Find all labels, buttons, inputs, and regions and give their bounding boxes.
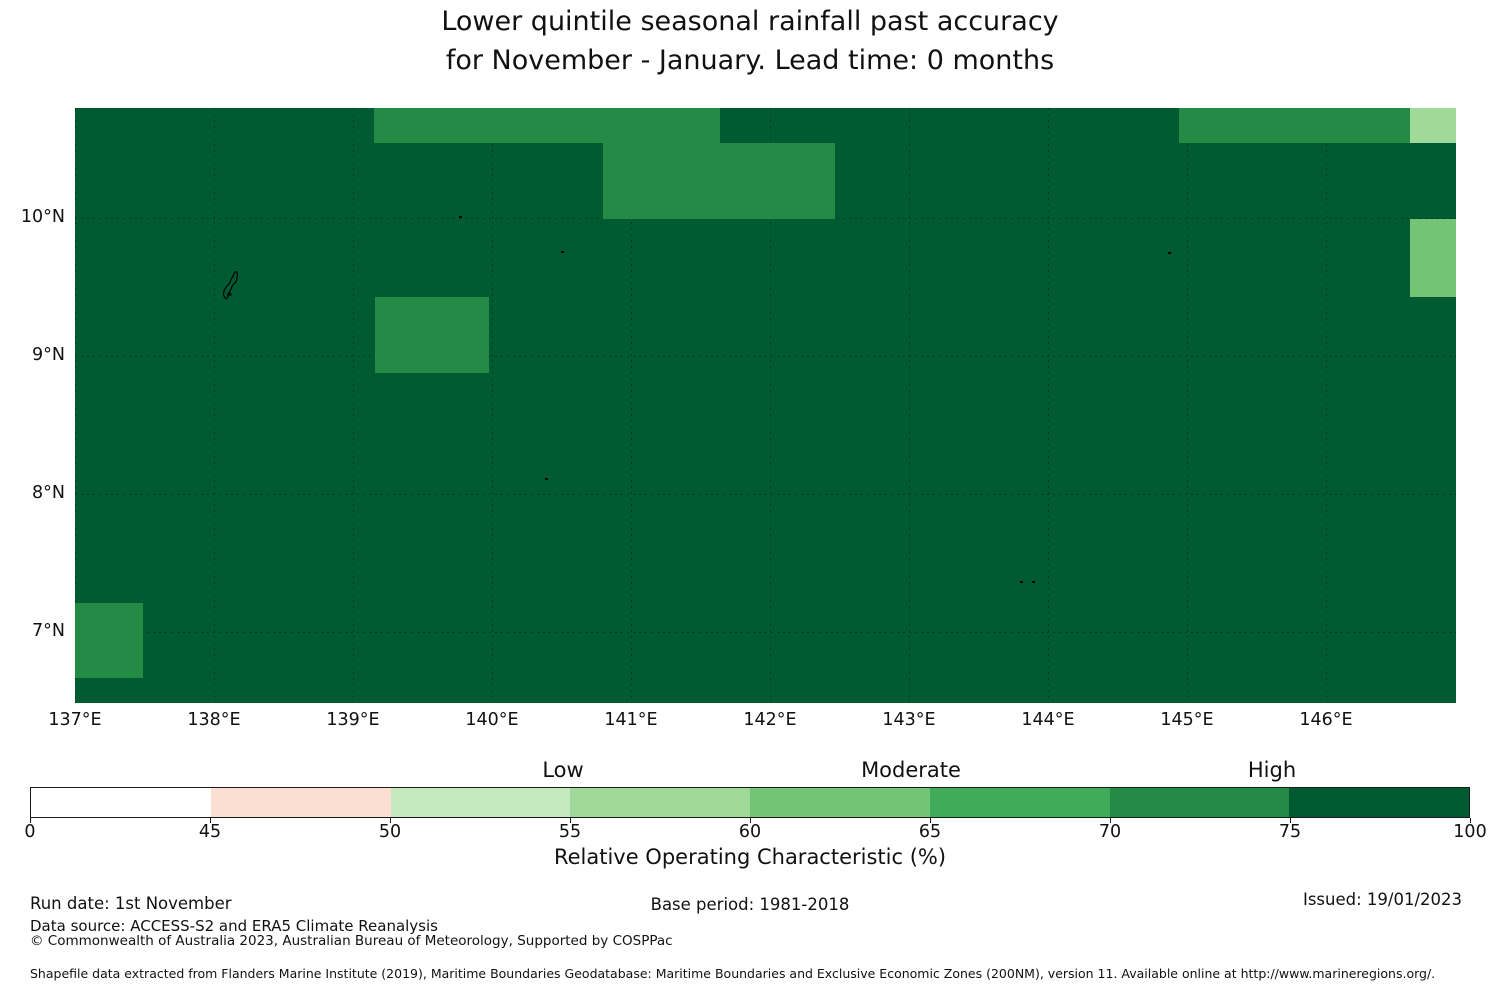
x-tick-label: 141°E (604, 710, 658, 730)
colorbar-axis-label: Relative Operating Characteristic (%) (553, 845, 947, 869)
x-tick-label: 143°E (882, 710, 936, 730)
colorbar-segment-65-70 (929, 788, 1110, 817)
colorbar-tickmark (1290, 818, 1292, 823)
shapefile-credit-text: Shapefile data extracted from Flanders M… (30, 966, 1436, 981)
x-tick-label: 142°E (743, 710, 797, 730)
chart-title-line1: Lower quintile seasonal rainfall past ac… (441, 6, 1059, 37)
colorbar-tickmark (1470, 818, 1472, 823)
colorbar-tick-label: 60 (738, 822, 762, 842)
graticule-meridian (75, 108, 76, 703)
colorbar-segment-45-50 (210, 788, 391, 817)
colorbar-segment-75-100 (1289, 788, 1469, 817)
colorbar-tickmark (930, 818, 932, 823)
colorbar-segment-55-60 (570, 788, 750, 817)
yap-island-outline (223, 271, 239, 300)
graticule-parallel (75, 494, 1456, 495)
colorbar-tick-label: 0 (24, 822, 36, 842)
x-tick-label: 146°E (1299, 710, 1353, 730)
colorbar-tickmark (1110, 818, 1112, 823)
cell-roc-55-60 (1410, 108, 1456, 143)
colorbar-tick-label: 55 (558, 822, 582, 842)
colorbar (30, 787, 1470, 818)
colorbar-segment-60-65 (750, 788, 930, 817)
colorbar-segment-50-55 (390, 788, 571, 817)
colorbar-tick-label: 70 (1098, 822, 1122, 842)
colorbar-tick-label: 75 (1278, 822, 1302, 842)
graticule-meridian (770, 108, 771, 703)
colorbar-tickmark (570, 818, 572, 823)
y-tick-label: 9°N (32, 345, 65, 365)
graticule-meridian (214, 108, 215, 703)
cell-roc-70-75 (375, 297, 489, 373)
cell-roc-60-65 (1410, 219, 1456, 297)
graticule-meridian (631, 108, 632, 703)
small-island-dot (561, 251, 564, 253)
colorbar-tick-label: 65 (918, 822, 942, 842)
x-tick-label: 139°E (326, 710, 380, 730)
cell-roc-70-75 (603, 143, 835, 219)
small-island-dot (1020, 581, 1023, 583)
data-source-text: Data source: ACCESS-S2 and ERA5 Climate … (30, 917, 438, 935)
graticule-meridian (1326, 108, 1327, 703)
graticule-meridian (492, 108, 493, 703)
graticule-parallel (75, 632, 1456, 633)
small-island-dot (545, 478, 548, 480)
colorbar-tick-label: 45 (198, 822, 222, 842)
colorbar-segment-0-45 (31, 788, 211, 817)
colorbar-category-high: High (1247, 758, 1297, 782)
cell-roc-70-75 (374, 108, 720, 143)
graticule-meridian (1048, 108, 1049, 703)
graticule-meridian (1187, 108, 1188, 703)
colorbar-tickmark (30, 818, 32, 823)
colorbar-tickmark (210, 818, 212, 823)
chart-title-line2: for November - January. Lead time: 0 mon… (445, 44, 1055, 76)
chart-title: Lower quintile seasonal rainfall past ac… (0, 3, 1500, 80)
graticule-meridian (353, 108, 354, 703)
base-period-text: Base period: 1981-2018 (650, 895, 850, 914)
x-tick-label: 144°E (1021, 710, 1075, 730)
colorbar-category-moderate: Moderate (861, 758, 961, 782)
cell-roc-70-75 (1179, 108, 1410, 143)
copyright-text: © Commonwealth of Australia 2023, Austra… (30, 933, 673, 949)
issued-date-text: Issued: 19/01/2023 (1302, 890, 1462, 909)
small-island-dot (1032, 581, 1035, 583)
x-tick-label: 138°E (187, 710, 241, 730)
graticule-parallel (75, 356, 1456, 357)
colorbar-tickmark (390, 818, 392, 823)
colorbar-tickmark (750, 818, 752, 823)
run-date-text: Run date: 1st November (30, 894, 232, 913)
graticule-meridian (909, 108, 910, 703)
y-tick-label: 7°N (32, 621, 65, 641)
cell-roc-70-75 (75, 603, 143, 678)
colorbar-tick-label: 100 (1453, 822, 1487, 842)
y-tick-label: 8°N (32, 483, 65, 503)
small-island-dot (1168, 252, 1171, 254)
small-island-dot (459, 216, 462, 218)
x-tick-label: 137°E (48, 710, 102, 730)
map-plot-area (75, 108, 1456, 703)
colorbar-tick-label: 50 (378, 822, 402, 842)
y-tick-label: 10°N (20, 207, 65, 227)
colorbar-category-low: Low (542, 758, 584, 782)
x-tick-label: 145°E (1160, 710, 1214, 730)
x-tick-label: 140°E (465, 710, 519, 730)
colorbar-segment-70-75 (1109, 788, 1290, 817)
